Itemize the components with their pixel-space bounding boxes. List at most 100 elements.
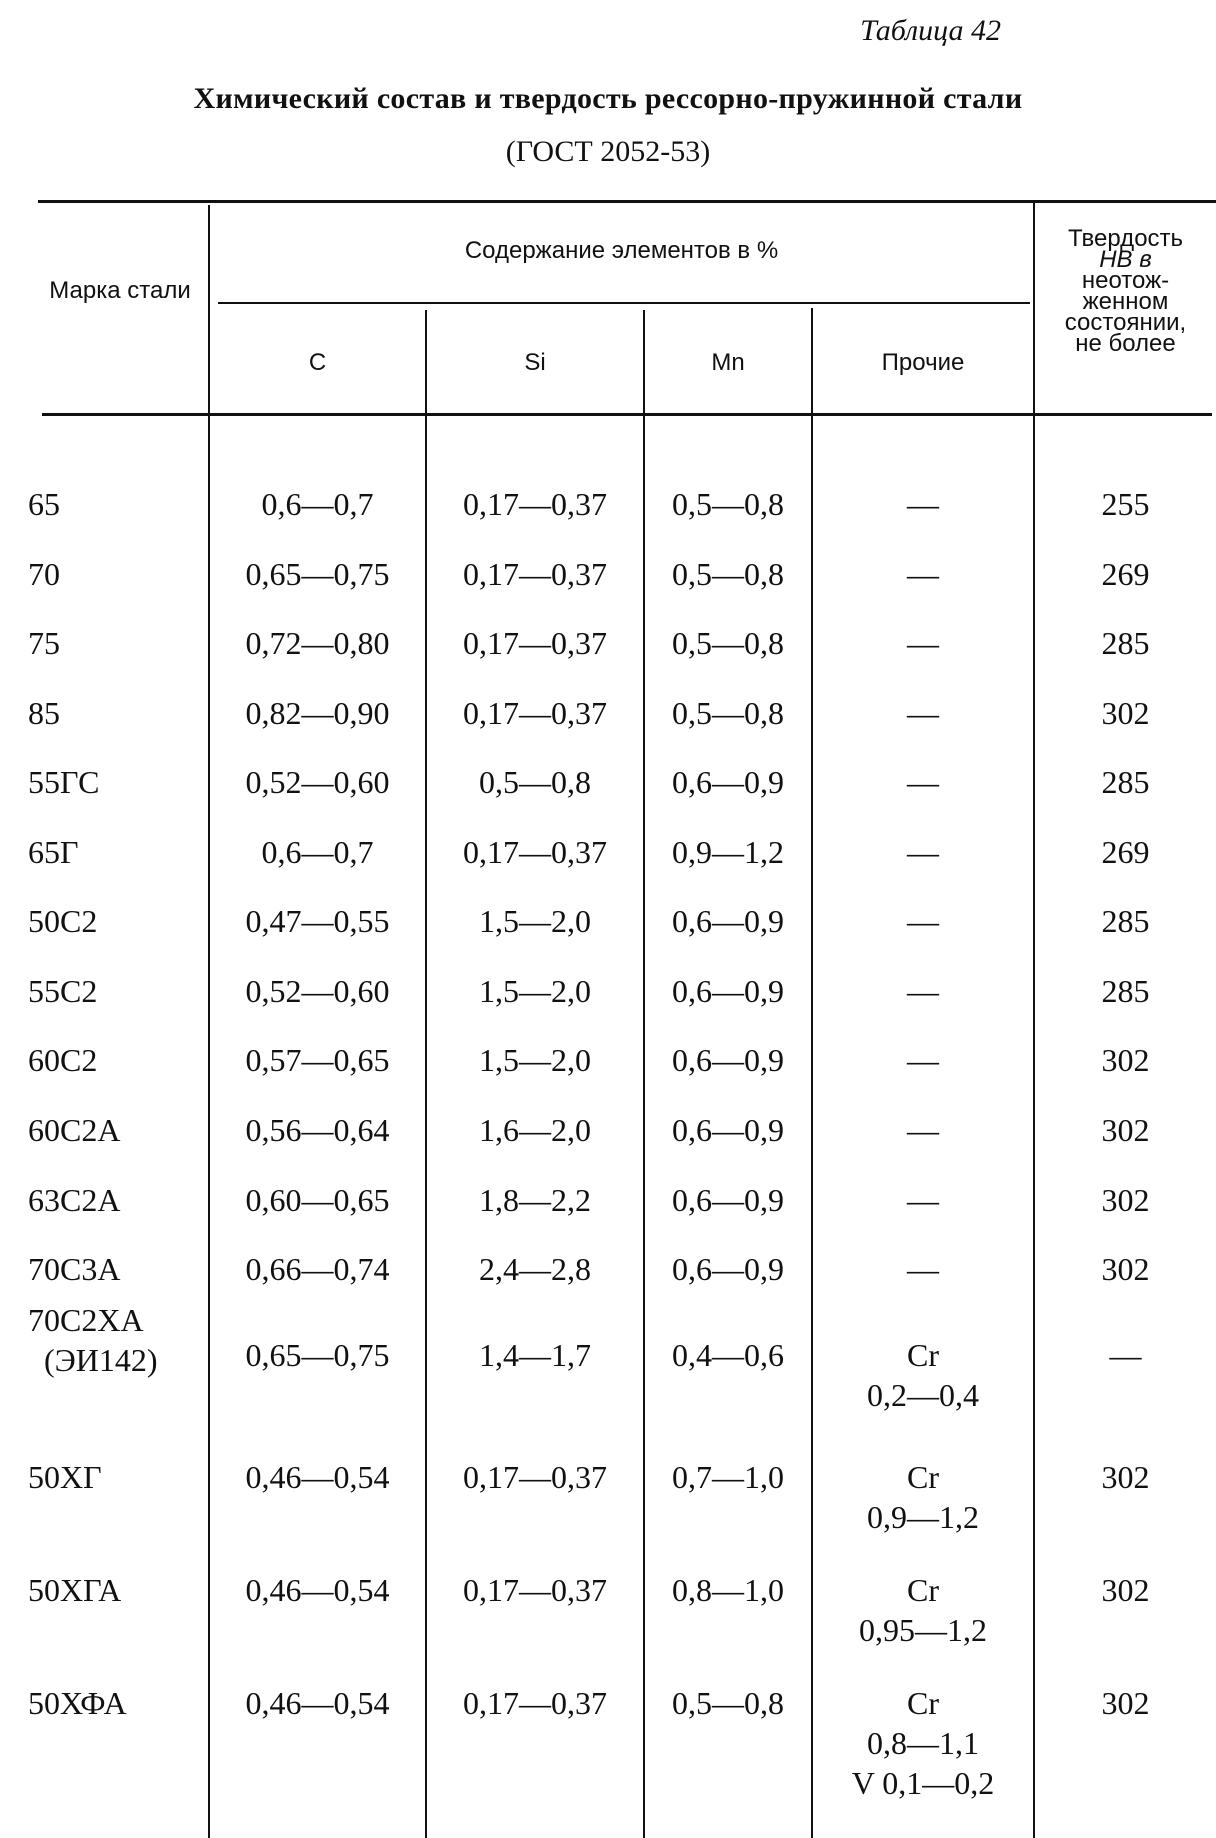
hardness-line: Твердость: [1067, 225, 1184, 252]
si-cell: 0,17—0,37: [427, 623, 643, 663]
header-c: C: [308, 349, 327, 376]
grade-cell: 50ХФА: [28, 1683, 127, 1723]
c-value: 0,60—0,65: [245, 1182, 390, 1218]
si-value: 0,17—0,37: [463, 695, 607, 731]
mn-value: 0,6—0,9: [672, 903, 784, 939]
hb-value: 302: [1101, 1685, 1150, 1721]
grade-alias-text: (ЭИ142): [44, 1342, 158, 1378]
hb-value: 285: [1101, 973, 1150, 1009]
si-cell: 1,6—2,0: [427, 1110, 643, 1150]
grade-text: 55ГС: [28, 764, 100, 800]
grade-cell: 50ХГА: [28, 1570, 121, 1610]
hb-cell: 285: [1035, 623, 1216, 663]
c-value: 0,46—0,54: [245, 1572, 390, 1608]
c-value: 0,6—0,7: [261, 486, 374, 522]
hb-value: 285: [1101, 625, 1150, 661]
mn-value: 0,4—0,6: [672, 1337, 784, 1373]
c-cell: 0,60—0,65: [210, 1180, 425, 1220]
si-value: 0,17—0,37: [463, 486, 607, 522]
c-cell: 0,52—0,60: [210, 762, 425, 802]
hb-cell: 302: [1035, 1180, 1216, 1220]
mn-cell: 0,5—0,8: [645, 1683, 811, 1723]
c-value: 0,57—0,65: [245, 1042, 390, 1078]
si-cell: 0,17—0,37: [427, 832, 643, 872]
other-value: —: [907, 834, 939, 870]
other-value: 0,9—1,2: [867, 1499, 979, 1535]
si-value: 0,17—0,37: [463, 1459, 607, 1495]
mn-value: 0,6—0,9: [672, 764, 784, 800]
grade-text: 60С2А: [28, 1112, 121, 1148]
header-grade: Марка стали: [40, 277, 200, 304]
other-cell: Cr 0,9—1,2: [813, 1457, 1033, 1537]
hardness-line: состоянии,: [1064, 309, 1187, 336]
c-cell: 0,52—0,60: [210, 971, 425, 1011]
si-cell: 0,17—0,37: [427, 554, 643, 594]
grade-text: 70С2ХА: [28, 1302, 144, 1338]
hb-value: 302: [1101, 1459, 1150, 1495]
mn-cell: 0,6—0,9: [645, 1040, 811, 1080]
other-cell: —: [813, 554, 1033, 594]
mn-value: 0,7—1,0: [672, 1459, 784, 1495]
mn-value: 0,5—0,8: [672, 695, 784, 731]
table-title: Химический состав и твердость рессорно-п…: [193, 82, 1023, 115]
header-grade-text: Марка стали: [49, 277, 191, 304]
grade-text: 55С2: [28, 973, 98, 1009]
mn-value: 0,6—0,9: [672, 973, 784, 1009]
hb-value: 255: [1101, 486, 1150, 522]
other-cell: —: [813, 762, 1033, 802]
other-value: —: [907, 486, 939, 522]
other-value: —: [907, 1182, 939, 1218]
other-value: —: [907, 1251, 939, 1287]
hb-value: 302: [1101, 1112, 1150, 1148]
grade-cell: 85: [28, 693, 60, 733]
hb-cell: 302: [1035, 1110, 1216, 1150]
subheader-rule: [218, 302, 1030, 304]
hb-cell: 269: [1035, 554, 1216, 594]
grade-text: 70: [28, 556, 60, 592]
grade-text: 63С2А: [28, 1182, 121, 1218]
c-value: 0,72—0,80: [245, 625, 390, 661]
si-cell: 0,17—0,37: [427, 693, 643, 733]
hb-cell: 302: [1035, 1457, 1216, 1497]
hb-cell: 285: [1035, 762, 1216, 802]
header-other: Прочие: [881, 349, 965, 376]
grade-cell: 50ХГ: [28, 1457, 102, 1497]
c-cell: 0,46—0,54: [210, 1683, 425, 1723]
grade-cell: 70С3А: [28, 1249, 120, 1289]
grade-cell: 70С2ХА (ЭИ142): [28, 1300, 158, 1380]
c-value: 0,46—0,54: [245, 1685, 390, 1721]
grade-cell: 60С2: [28, 1040, 97, 1080]
standard-reference: (ГОСТ 2052-53): [505, 135, 711, 168]
grade-text: 50С2: [28, 903, 98, 939]
other-cell: —: [813, 832, 1033, 872]
mn-value: 0,5—0,8: [672, 1685, 784, 1721]
other-cell: —: [813, 484, 1033, 524]
other-cell: —: [813, 693, 1033, 733]
hb-value: 269: [1101, 556, 1150, 592]
grade-text: 50ХФА: [28, 1685, 127, 1721]
si-value: 1,4—1,7: [479, 1337, 591, 1373]
si-cell: 0,17—0,37: [427, 1683, 643, 1723]
other-value: 0,2—0,4: [867, 1377, 979, 1413]
mn-value: 0,5—0,8: [672, 486, 784, 522]
other-value: V 0,1—0,2: [851, 1765, 995, 1801]
grade-text: 75: [28, 625, 60, 661]
c-cell: 0,65—0,75: [210, 1335, 425, 1375]
column-divider: [811, 308, 813, 1838]
mn-value: 0,9—1,2: [672, 834, 784, 870]
top-rule: [38, 200, 1216, 203]
c-value: 0,47—0,55: [245, 903, 390, 939]
other-value: Cr: [907, 1459, 939, 1495]
column-divider: [208, 205, 210, 1838]
c-cell: 0,56—0,64: [210, 1110, 425, 1150]
si-value: 1,5—2,0: [479, 1042, 591, 1078]
hb-cell: 302: [1035, 1683, 1216, 1723]
mn-value: 0,6—0,9: [672, 1182, 784, 1218]
c-cell: 0,57—0,65: [210, 1040, 425, 1080]
hardness-line: HB в: [1099, 246, 1152, 273]
c-cell: 0,72—0,80: [210, 623, 425, 663]
grade-cell: 63С2А: [28, 1180, 120, 1220]
c-value: 0,65—0,75: [245, 1337, 390, 1373]
grade-cell: 70: [28, 554, 60, 594]
other-value: —: [907, 695, 939, 731]
